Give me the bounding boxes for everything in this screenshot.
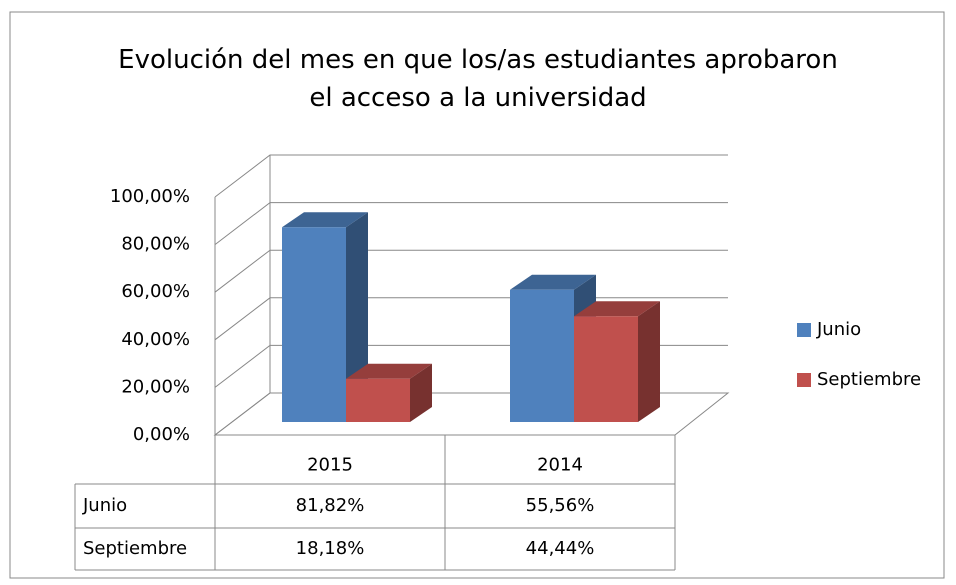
legend-label: Septiembre: [817, 369, 921, 390]
bar: [346, 363, 432, 422]
table-row-label: Junio: [82, 495, 127, 516]
bar-face: [282, 227, 346, 422]
chart-title: Evolución del mes en que los/as estudian…: [118, 45, 838, 113]
bar-face: [638, 301, 660, 422]
bar-face: [574, 316, 638, 422]
bar-face: [510, 274, 596, 290]
legend-swatch: [797, 323, 811, 337]
y-tick-label: 80,00%: [121, 234, 190, 255]
bar-face: [410, 363, 432, 422]
bar-face: [282, 212, 368, 228]
bar: [574, 301, 660, 422]
bar: [282, 212, 368, 422]
y-tick-label: 0,00%: [133, 424, 190, 445]
table-row-label: Septiembre: [83, 538, 187, 559]
bar-face: [346, 378, 410, 422]
y-tick-label: 60,00%: [121, 281, 190, 302]
table-cell: 44,44%: [526, 538, 595, 559]
y-tick-label: 20,00%: [121, 376, 190, 397]
y-tick-label: 100,00%: [110, 186, 190, 207]
table-header: 2014: [537, 455, 583, 476]
y-tick-label: 40,00%: [121, 329, 190, 350]
table-cell: 18,18%: [296, 538, 365, 559]
bar-face: [574, 301, 660, 317]
bar-face: [346, 363, 432, 379]
legend-label: Junio: [816, 319, 861, 340]
table-cell: 81,82%: [296, 495, 365, 516]
table-header: 2015: [307, 455, 353, 476]
table-cell: 55,56%: [526, 495, 595, 516]
bar-face: [510, 289, 574, 422]
legend-swatch: [797, 373, 811, 387]
